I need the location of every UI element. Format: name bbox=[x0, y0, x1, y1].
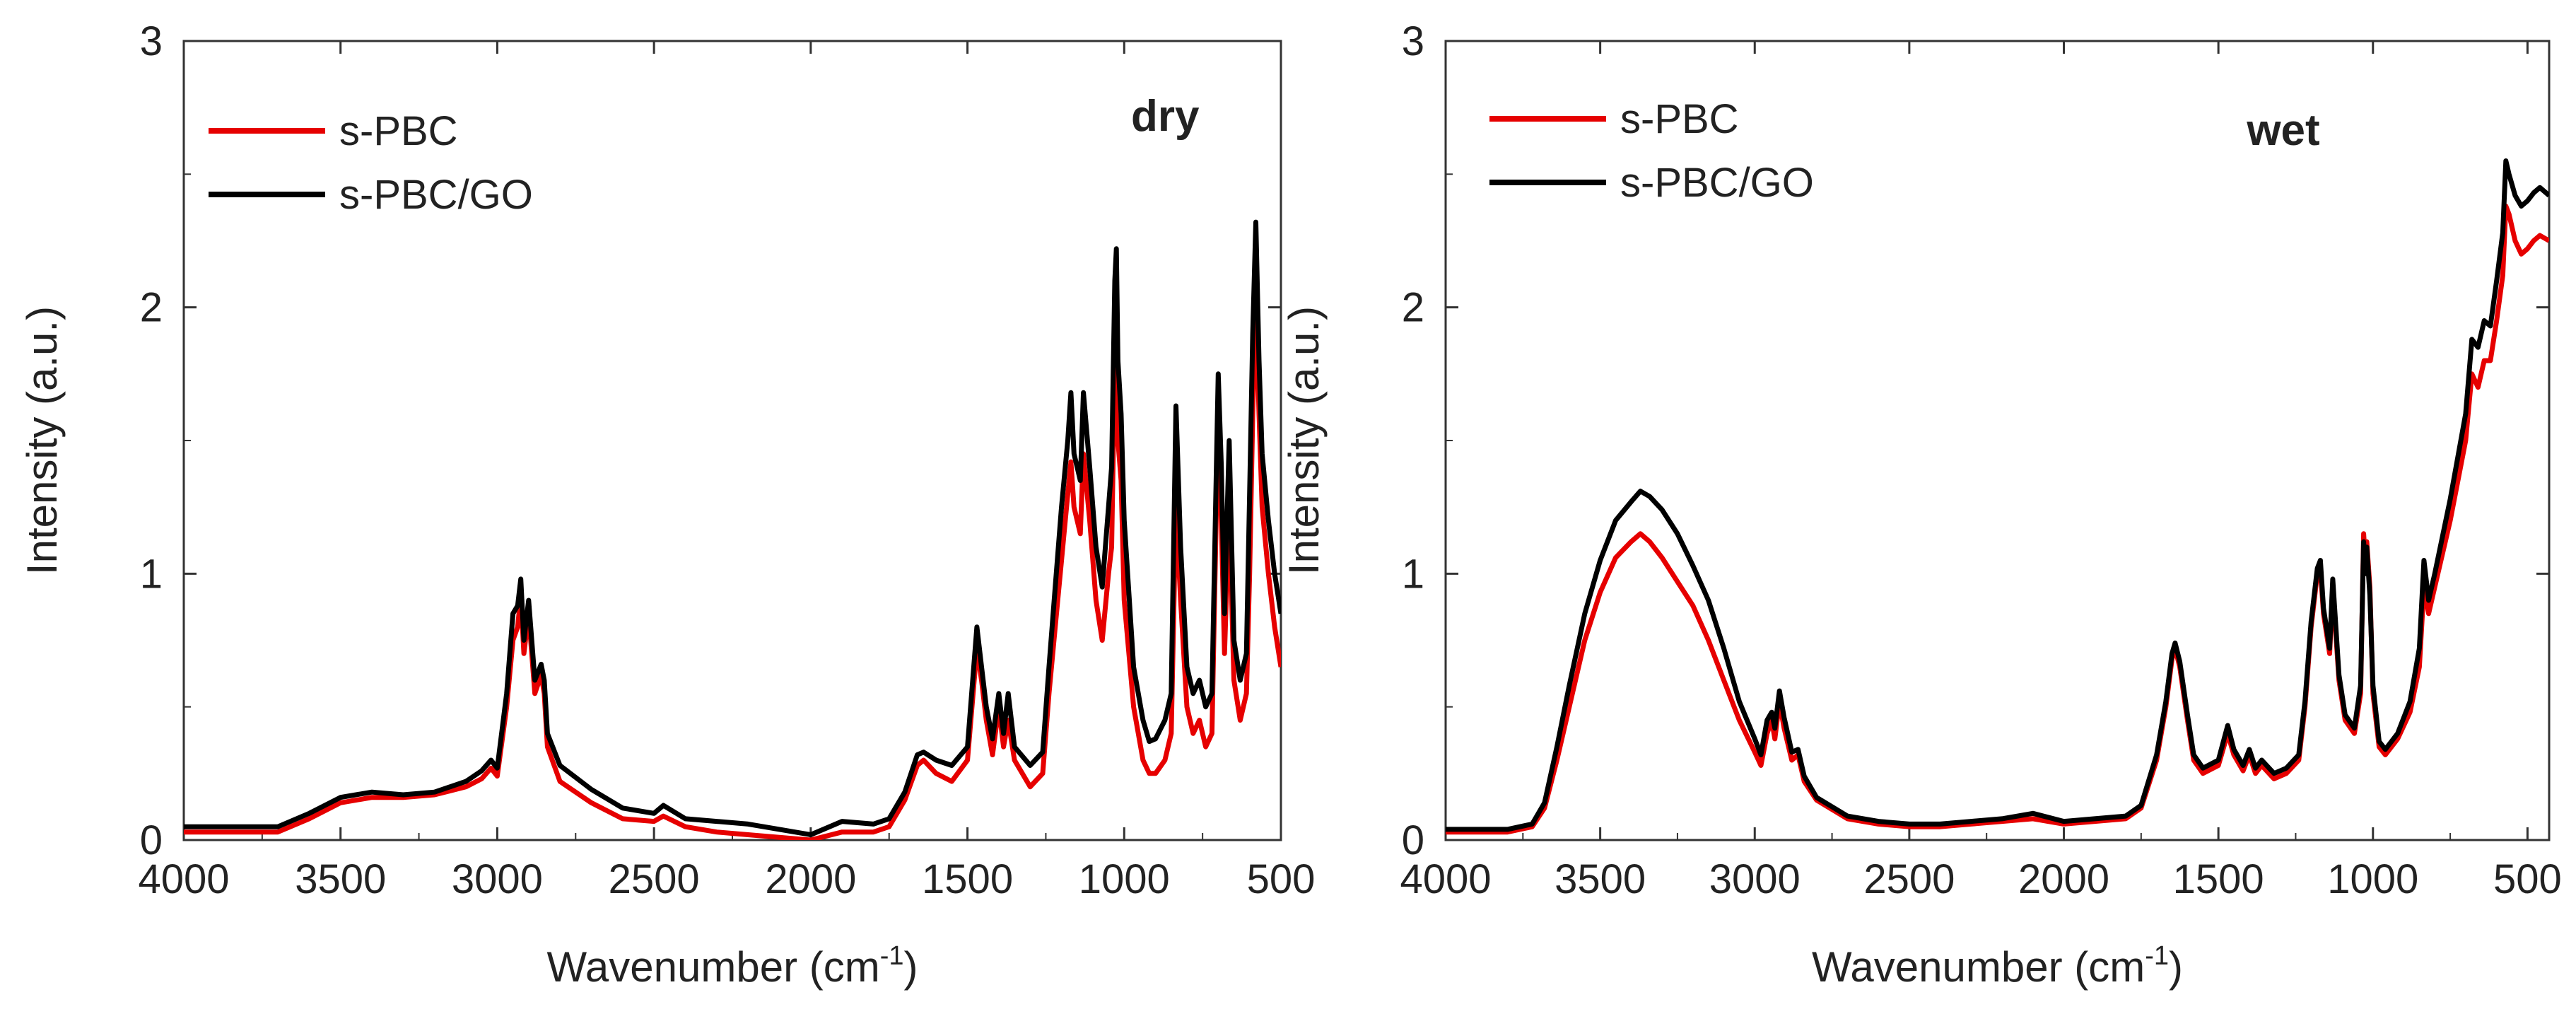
panel-annotation: dry bbox=[1131, 92, 1200, 141]
y-tick-label: 0 bbox=[140, 817, 163, 863]
x-tick-label: 500 bbox=[1247, 856, 1316, 902]
legend-label: s-PBC/GO bbox=[339, 172, 533, 218]
panel-annotation: wet bbox=[2246, 106, 2319, 155]
x-tick-label: 3500 bbox=[295, 856, 386, 902]
plot-frame bbox=[1444, 40, 2551, 841]
series-line-s-pbc-go bbox=[184, 219, 1281, 837]
x-axis-title: Wavenumber (cm-1) bbox=[547, 941, 918, 991]
y-axis-title: Intensity (a.u.) bbox=[18, 306, 66, 575]
x-tick-label: 4000 bbox=[138, 856, 229, 902]
x-tick-label: 2500 bbox=[1863, 856, 1955, 902]
series-line-s-pbc-go bbox=[1446, 158, 2549, 832]
series-line-s-pbc bbox=[1446, 204, 2549, 835]
x-axis-title: Wavenumber (cm-1) bbox=[1812, 941, 2183, 991]
y-tick-label: 3 bbox=[140, 18, 163, 64]
y-tick-label: 3 bbox=[1402, 18, 1424, 64]
x-tick-label: 3000 bbox=[452, 856, 543, 902]
x-tick-label: 2000 bbox=[2018, 856, 2109, 902]
x-tick-label: 2500 bbox=[609, 856, 700, 902]
y-tick-label: 2 bbox=[140, 285, 163, 331]
panel-wet: 4000 3500 3000 2500 2000 1500 1000 500 0 1 2 3 Waven… bbox=[1280, 18, 2562, 991]
legend-label: s-PBC/GO bbox=[1620, 160, 1814, 206]
legend-label: s-PBC bbox=[339, 108, 458, 154]
panel-dry: 4000 3500 3000 2500 2000 1500 1000 500 0 1 2 3 Waven… bbox=[18, 18, 1315, 991]
y-tick-label: 0 bbox=[1402, 817, 1424, 863]
x-tick-label: 1000 bbox=[2327, 856, 2418, 902]
x-tick-label: 2000 bbox=[765, 856, 856, 902]
legend-label: s-PBC bbox=[1620, 96, 1739, 142]
x-tick-label: 1000 bbox=[1079, 856, 1170, 902]
x-tick-label: 3500 bbox=[1555, 856, 1646, 902]
x-tick-label: 1500 bbox=[2173, 856, 2264, 902]
x-tick-label: 500 bbox=[2493, 856, 2562, 902]
y-axis-title: Intensity (a.u.) bbox=[1280, 306, 1328, 575]
y-tick-label: 1 bbox=[140, 551, 163, 597]
y-tick-label: 2 bbox=[1402, 285, 1424, 331]
x-tick-label: 1500 bbox=[922, 856, 1013, 902]
x-tick-label: 3000 bbox=[1709, 856, 1801, 902]
y-tick-label: 1 bbox=[1402, 551, 1424, 597]
x-tick-label: 4000 bbox=[1400, 856, 1491, 902]
